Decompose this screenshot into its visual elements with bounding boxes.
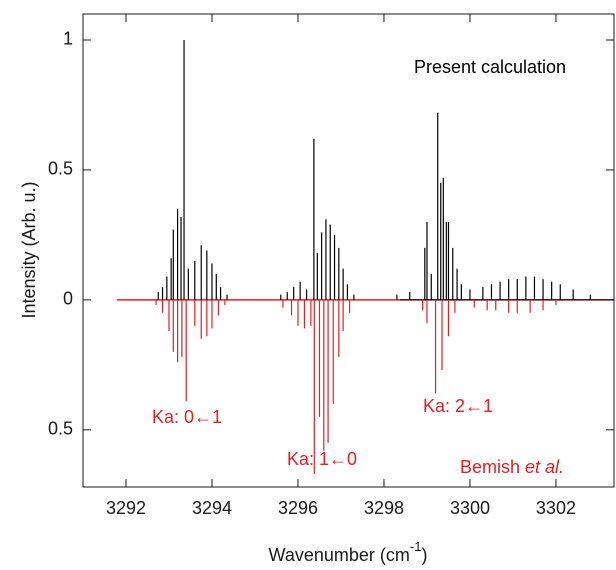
annotation-text: Bemish <box>460 457 525 477</box>
annotation-text: Ka: 1←0 <box>287 449 357 469</box>
y-tick-label: 0.5 <box>48 159 73 179</box>
x-tick-label: 3292 <box>106 498 146 518</box>
x-axis-label-text: Wavenumber (cm <box>269 545 410 565</box>
annotation: Bemish et al. <box>460 457 564 477</box>
annotation: Ka: 1←0 <box>287 449 357 469</box>
annotation-italic: et al. <box>525 457 564 477</box>
y-tick-label: 0.5 <box>48 419 73 439</box>
x-tick-label: 3294 <box>192 498 232 518</box>
x-tick-label: 3298 <box>364 498 404 518</box>
y-tick-label: 1 <box>63 29 73 49</box>
x-axis-label: Wavenumber (cm-1) <box>269 539 428 564</box>
annotation-text: Ka: 2←1 <box>423 396 493 416</box>
x-tick-label: 3300 <box>450 498 490 518</box>
x-axis-label-tail: ) <box>421 545 427 565</box>
annotation: Present calculation <box>414 57 566 77</box>
plot-frame <box>82 13 615 488</box>
annotation-text: Ka: 0←1 <box>152 407 222 427</box>
y-tick-label: 0 <box>63 289 73 309</box>
y-axis-label: Intensity (Arb. u.) <box>19 181 39 318</box>
annotation-text: Present calculation <box>414 57 566 77</box>
x-tick-label: 3302 <box>536 498 576 518</box>
annotation: Ka: 2←1 <box>423 396 493 416</box>
x-axis-label-sup: -1 <box>410 539 422 554</box>
x-tick-label: 3296 <box>278 498 318 518</box>
annotation: Ka: 0←1 <box>152 407 222 427</box>
